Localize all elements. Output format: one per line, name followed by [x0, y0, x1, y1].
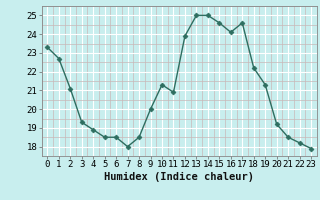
- X-axis label: Humidex (Indice chaleur): Humidex (Indice chaleur): [104, 172, 254, 182]
